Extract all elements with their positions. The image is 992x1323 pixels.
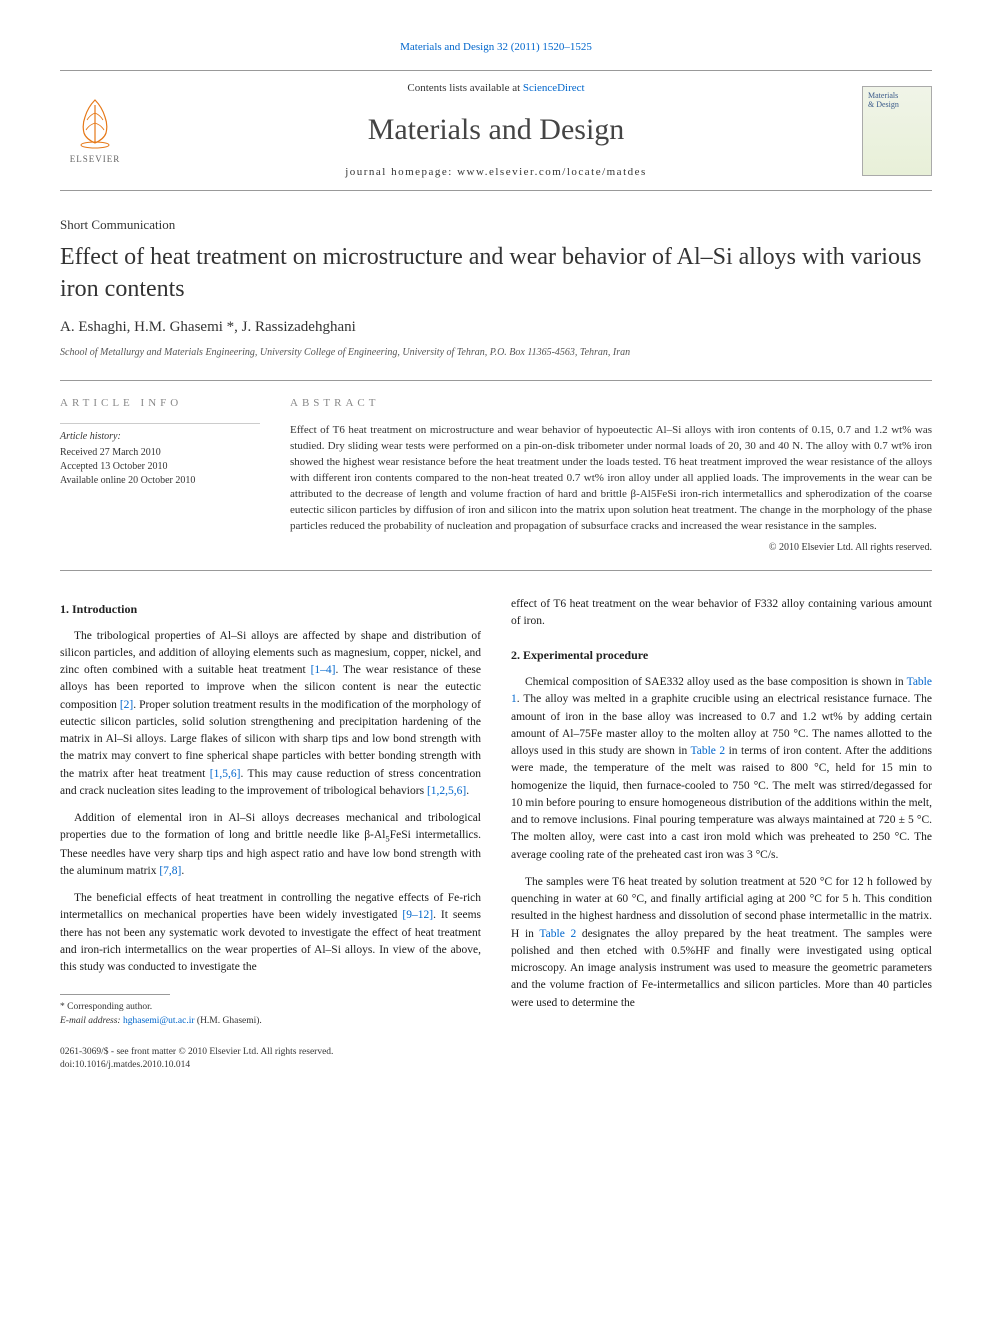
abstract-head: ABSTRACT bbox=[290, 396, 932, 411]
intro-paragraph-1: The tribological properties of Al–Si all… bbox=[60, 628, 481, 801]
ref-1-4[interactable]: [1–4] bbox=[311, 664, 336, 676]
journal-homepage: journal homepage: www.elsevier.com/locat… bbox=[130, 165, 862, 180]
abstract-copyright: © 2010 Elsevier Ltd. All rights reserved… bbox=[290, 541, 932, 555]
contents-available: Contents lists available at ScienceDirec… bbox=[130, 81, 862, 96]
ref-1-5-6[interactable]: [1,5,6] bbox=[210, 768, 241, 780]
intro-paragraph-3: The beneficial effects of heat treatment… bbox=[60, 890, 481, 976]
corresponding-author-note: * Corresponding author. bbox=[60, 1001, 481, 1014]
ref-1-2-5-6[interactable]: [1,2,5,6] bbox=[427, 785, 466, 797]
accepted-date: Accepted 13 October 2010 bbox=[60, 460, 260, 474]
sciencedirect-link[interactable]: ScienceDirect bbox=[523, 82, 585, 94]
elsevier-tree-icon bbox=[70, 95, 120, 150]
elsevier-logo: ELSEVIER bbox=[60, 91, 130, 171]
received-date: Received 27 March 2010 bbox=[60, 446, 260, 460]
footer-doi: doi:10.1016/j.matdes.2010.10.014 bbox=[60, 1059, 481, 1072]
article-title: Effect of heat treatment on microstructu… bbox=[60, 242, 932, 304]
article-type: Short Communication bbox=[60, 216, 932, 234]
history-label: Article history: bbox=[60, 423, 260, 444]
article-info-block: ARTICLE INFO Article history: Received 2… bbox=[60, 396, 260, 555]
ref-2[interactable]: [2] bbox=[120, 699, 133, 711]
cover-title-2: & Design bbox=[868, 101, 926, 110]
table-2-ref-a[interactable]: Table 2 bbox=[691, 745, 726, 757]
ref-9-12[interactable]: [9–12] bbox=[402, 909, 433, 921]
table-2-ref-b[interactable]: Table 2 bbox=[539, 928, 576, 940]
abstract-block: ABSTRACT Effect of T6 heat treatment on … bbox=[290, 396, 932, 555]
email-footnote: E-mail address: hghasemi@ut.ac.ir (H.M. … bbox=[60, 1015, 481, 1028]
article-info-head: ARTICLE INFO bbox=[60, 396, 260, 411]
contents-prefix: Contents lists available at bbox=[407, 82, 522, 94]
exp-paragraph-2: The samples were T6 heat treated by solu… bbox=[511, 874, 932, 1012]
journal-cover-thumbnail: Materials & Design bbox=[862, 86, 932, 176]
footer-issn: 0261-3069/$ - see front matter © 2010 El… bbox=[60, 1046, 481, 1059]
ref-7-8[interactable]: [7,8] bbox=[159, 865, 181, 877]
intro-paragraph-3-cont: effect of T6 heat treatment on the wear … bbox=[511, 596, 932, 631]
section-exp-head: 2. Experimental procedure bbox=[511, 646, 932, 664]
journal-name: Materials and Design bbox=[130, 109, 862, 151]
intro-paragraph-2: Addition of elemental iron in Al–Si allo… bbox=[60, 810, 481, 880]
left-column: 1. Introduction The tribological propert… bbox=[60, 596, 481, 1073]
corresponding-email-link[interactable]: hghasemi@ut.ac.ir bbox=[123, 1016, 195, 1026]
right-column: effect of T6 heat treatment on the wear … bbox=[511, 596, 932, 1073]
citation-header: Materials and Design 32 (2011) 1520–1525 bbox=[60, 40, 932, 55]
authors: A. Eshaghi, H.M. Ghasemi *, J. Rassizade… bbox=[60, 317, 932, 338]
exp-paragraph-1: Chemical composition of SAE332 alloy use… bbox=[511, 674, 932, 864]
abstract-text: Effect of T6 heat treatment on microstru… bbox=[290, 423, 932, 535]
section-intro-head: 1. Introduction bbox=[60, 600, 481, 618]
online-date: Available online 20 October 2010 bbox=[60, 474, 260, 488]
journal-banner: ELSEVIER Contents lists available at Sci… bbox=[60, 70, 932, 191]
affiliation: School of Metallurgy and Materials Engin… bbox=[60, 346, 932, 360]
footnote-separator bbox=[60, 994, 170, 995]
elsevier-label: ELSEVIER bbox=[70, 153, 121, 166]
